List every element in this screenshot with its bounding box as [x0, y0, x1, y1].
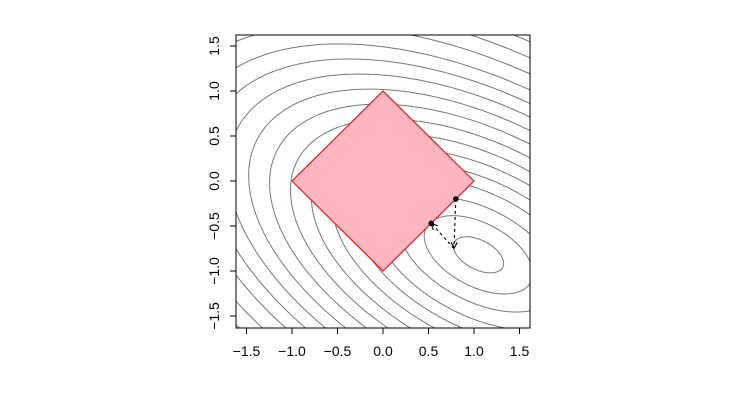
- annotation-layer: [428, 196, 459, 249]
- x-tick-label: −1.5: [233, 343, 261, 359]
- y-tick-label: 1.5: [206, 36, 222, 56]
- y-tick-label: 0.5: [206, 126, 222, 146]
- x-tick-label: 0.0: [373, 343, 393, 359]
- contour-line-2: [423, 215, 530, 295]
- y-tick-label: 1.0: [206, 81, 222, 101]
- point-start: [453, 196, 459, 202]
- point-projected: [428, 220, 435, 227]
- constraint-region: [291, 90, 475, 272]
- y-tick-label: −1.5: [206, 302, 222, 330]
- contour-line-10: [248, 88, 530, 328]
- y-tick-label: −1.0: [206, 257, 222, 285]
- arrow-projection: [430, 222, 455, 249]
- arrowhead-gradient-step-2: [453, 242, 458, 249]
- y-tick-label: 0.0: [206, 171, 222, 191]
- x-tick-label: −0.5: [324, 343, 352, 359]
- x-tick-label: 1.5: [510, 343, 530, 359]
- contour-line-1: [453, 236, 505, 274]
- contour-line-8: [290, 118, 530, 328]
- axes: −1.5 −1.0 −0.5 0.0 0.5 1.0 1.5 −1.5 −1.0 −0.5 0.0 0…: [206, 34, 531, 359]
- y-tick-label: −0.5: [206, 212, 222, 240]
- contour-line-11: [236, 73, 530, 328]
- constraint-region-layer: [291, 90, 475, 272]
- x-tick-label: 0.5: [419, 343, 439, 359]
- arrow-gradient-step: [453, 198, 457, 249]
- x-tick-label: −1.0: [278, 343, 306, 359]
- x-tick-label: 1.0: [464, 343, 484, 359]
- contour-line-9: [269, 103, 530, 328]
